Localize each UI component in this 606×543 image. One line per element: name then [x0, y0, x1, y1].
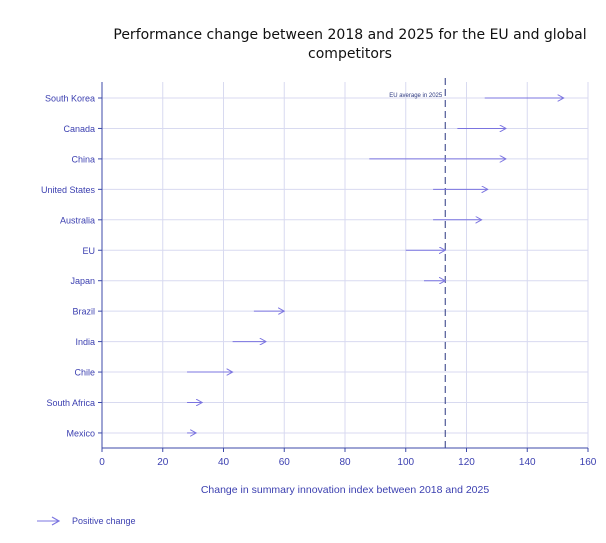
- category-label: Mexico: [66, 428, 95, 438]
- legend: Positive change: [36, 516, 136, 526]
- category-label: China: [71, 154, 95, 164]
- legend-arrow-icon: [37, 516, 61, 526]
- axes: 0 20 40 60 80 100 120 140 160 South Korea Canada Ch…: [41, 82, 597, 468]
- x-tick-label: 100: [397, 457, 414, 468]
- reference-line-group: EU average in 2025: [389, 78, 446, 448]
- x-tick-label: 0: [99, 457, 105, 468]
- chart-title: Performance change between 2018 and 2025…: [113, 27, 587, 62]
- legend-label: Positive change: [72, 516, 136, 526]
- x-tick-label: 140: [519, 457, 536, 468]
- x-tick-label: 80: [339, 457, 351, 468]
- reference-line-label: EU average in 2025: [389, 93, 443, 99]
- category-label: India: [75, 337, 95, 347]
- arrow-series: [187, 98, 564, 433]
- category-label: Canada: [63, 124, 95, 134]
- x-tick-label: 40: [218, 457, 230, 468]
- x-tick-label: 60: [279, 457, 291, 468]
- category-label: EU: [82, 246, 95, 256]
- category-label: South Africa: [46, 398, 95, 408]
- x-axis-title: Change in summary innovation index betwe…: [201, 484, 490, 496]
- category-label: Chile: [74, 368, 95, 378]
- category-label: Australia: [60, 215, 95, 225]
- category-label: United States: [41, 185, 96, 195]
- category-label: Brazil: [72, 307, 95, 317]
- grid-lines: [102, 82, 589, 448]
- category-label: Japan: [70, 276, 95, 286]
- category-label: South Korea: [45, 94, 95, 104]
- x-tick-label: 20: [157, 457, 169, 468]
- x-tick-label: 160: [580, 457, 597, 468]
- x-tick-label: 120: [458, 457, 475, 468]
